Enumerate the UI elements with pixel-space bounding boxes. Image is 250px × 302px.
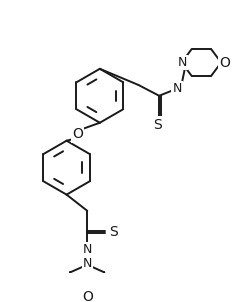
Text: O: O [72,127,83,141]
Text: N: N [82,257,92,270]
Text: O: O [82,290,93,302]
Text: O: O [219,56,230,69]
Text: N: N [178,56,187,69]
Text: S: S [153,117,162,132]
Text: N: N [82,243,92,256]
Text: N: N [172,82,182,95]
Text: S: S [109,225,118,239]
